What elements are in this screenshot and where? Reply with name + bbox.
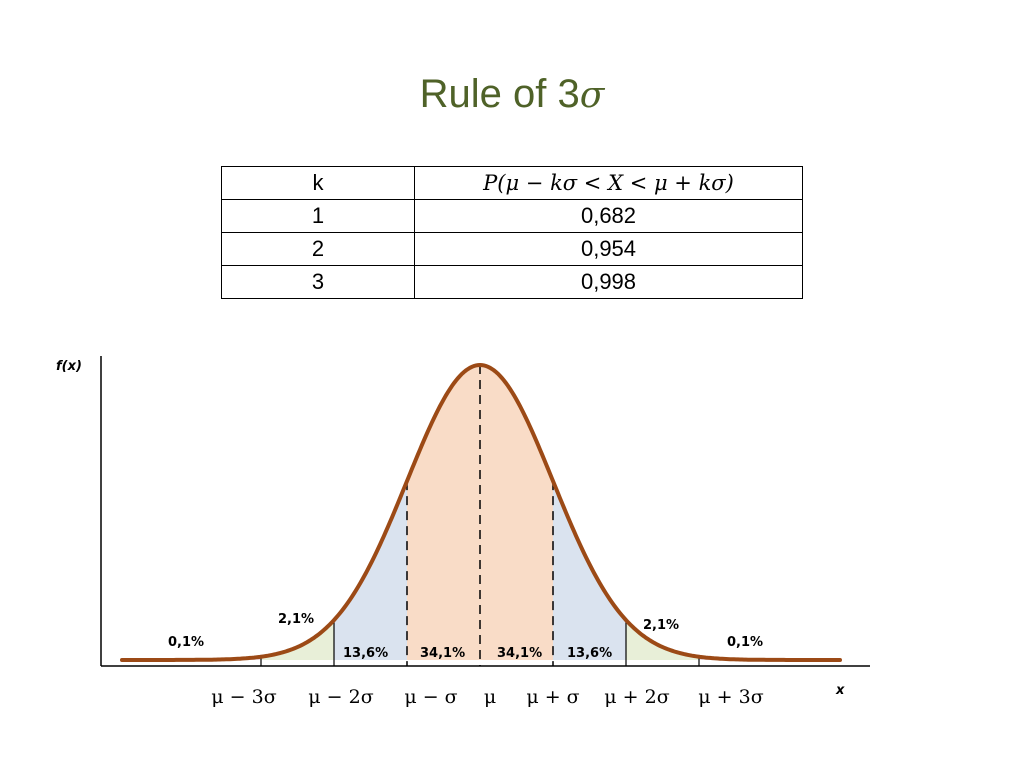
header-probability: P(μ − kσ < X < μ + kσ) (414, 166, 803, 200)
cell-k: 3 (221, 265, 415, 299)
x-axis-label: x (835, 683, 845, 698)
tick-label-mu-plus-2-sigma: μ + 2σ (604, 686, 669, 708)
table-row: 1 0,682 (221, 199, 803, 233)
tick-label-mu-minus-sigma: μ − σ (404, 686, 457, 708)
slide-title: Rule of 3σ (0, 72, 1024, 117)
center-band (407, 365, 553, 660)
region-label-left-2: 2,1% (278, 612, 314, 627)
region-label-right-2: 2,1% (643, 618, 679, 633)
region-label-left-13: 13,6% (343, 646, 388, 661)
title-sigma: σ (579, 75, 605, 116)
region-label-right-tail: 0,1% (727, 635, 763, 650)
tick-label-mu-minus-2-sigma: μ − 2σ (308, 686, 373, 708)
region-label-right-13: 13,6% (567, 646, 612, 661)
density-curve (120, 362, 842, 662)
two-sigma-band-left (261, 620, 334, 660)
normal-distribution-plot: f(x) x 0,1% 2,1% 13,6% 34,1% 34,1% 13,6%… (56, 356, 870, 708)
cell-k: 1 (221, 199, 415, 233)
region-label-right-34: 34,1% (497, 646, 542, 661)
tick-label-mu-plus-3-sigma: μ + 3σ (698, 686, 763, 708)
tick-label-mu: μ (484, 686, 496, 708)
table-row: 3 0,998 (221, 265, 803, 299)
table-header-row: k P(μ − kσ < X < μ + kσ) (221, 166, 803, 200)
tick-label-mu-plus-sigma: μ + σ (526, 686, 579, 708)
region-label-left-tail: 0,1% (168, 635, 204, 650)
probability-table: k P(μ − kσ < X < μ + kσ) 1 0,682 2 0,954… (221, 166, 803, 299)
cell-probability: 0,682 (414, 199, 803, 233)
tick-label-mu-minus-3-sigma: μ − 3σ (211, 686, 276, 708)
cell-k: 2 (221, 232, 415, 266)
two-sigma-band-right (626, 620, 699, 660)
y-axis-label: f(x) (56, 359, 82, 374)
cell-probability: 0,954 (414, 232, 803, 266)
cell-probability: 0,998 (414, 265, 803, 299)
region-label-left-34: 34,1% (420, 646, 465, 661)
title-text: Rule of 3 (419, 72, 580, 116)
table-row: 2 0,954 (221, 232, 803, 266)
header-k: k (221, 166, 415, 200)
